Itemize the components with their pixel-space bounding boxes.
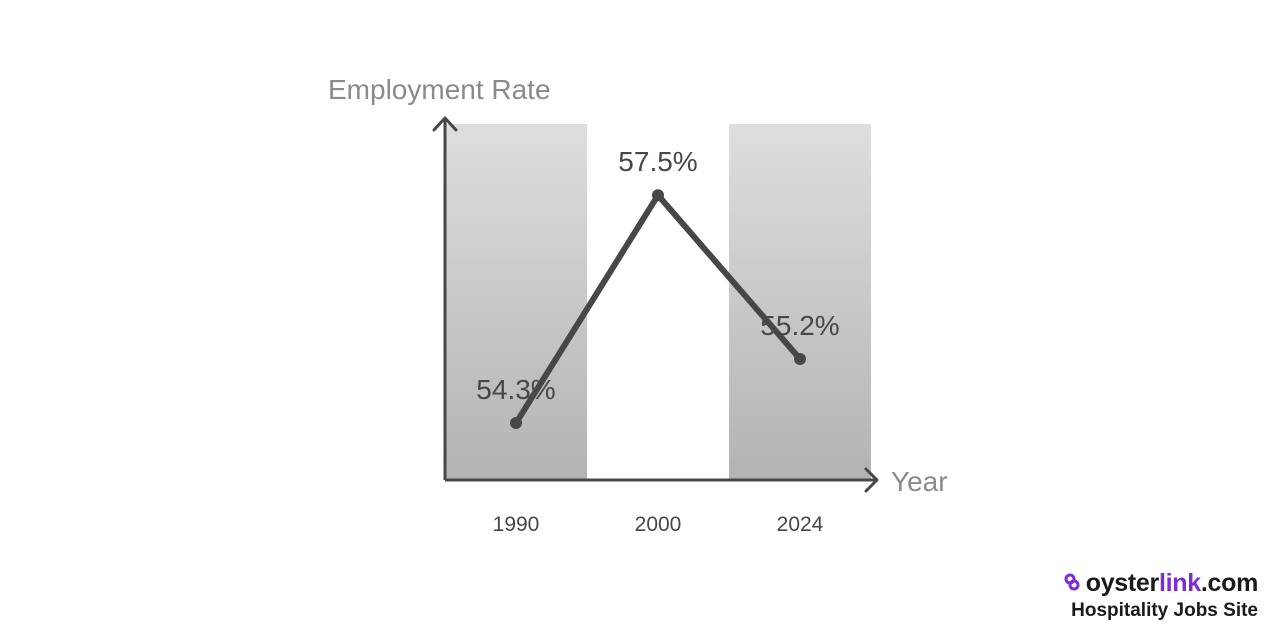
value-label-2000: 57.5% xyxy=(618,146,697,177)
brand-name-part1: oyster xyxy=(1085,569,1160,597)
brand-tagline: Hospitality Jobs Site xyxy=(1071,600,1258,621)
brand-logo[interactable]: oyster link .com Hospitality Jobs Site xyxy=(1064,568,1258,622)
data-point-1990 xyxy=(510,417,522,430)
y-axis-arrow xyxy=(432,116,458,132)
data-point-2024 xyxy=(794,352,806,365)
value-label-2024: 55.2% xyxy=(760,310,839,341)
data-point-2000 xyxy=(652,189,664,202)
brand-name-part2: link xyxy=(1158,569,1201,597)
link-icon xyxy=(1064,568,1080,598)
x-tick-label-2024: 2024 xyxy=(777,513,824,536)
x-tick-label-1990: 1990 xyxy=(493,513,540,536)
y-axis-label: Employment Rate xyxy=(328,74,551,105)
x-axis-arrow xyxy=(864,467,879,493)
brand-name-part3: .com xyxy=(1200,569,1258,597)
x-axis-label: Year xyxy=(891,466,948,497)
brand-wordmark: oyster link .com xyxy=(1064,568,1258,598)
value-label-1990: 54.3% xyxy=(476,374,555,405)
x-tick-label-2000: 2000 xyxy=(635,513,682,536)
